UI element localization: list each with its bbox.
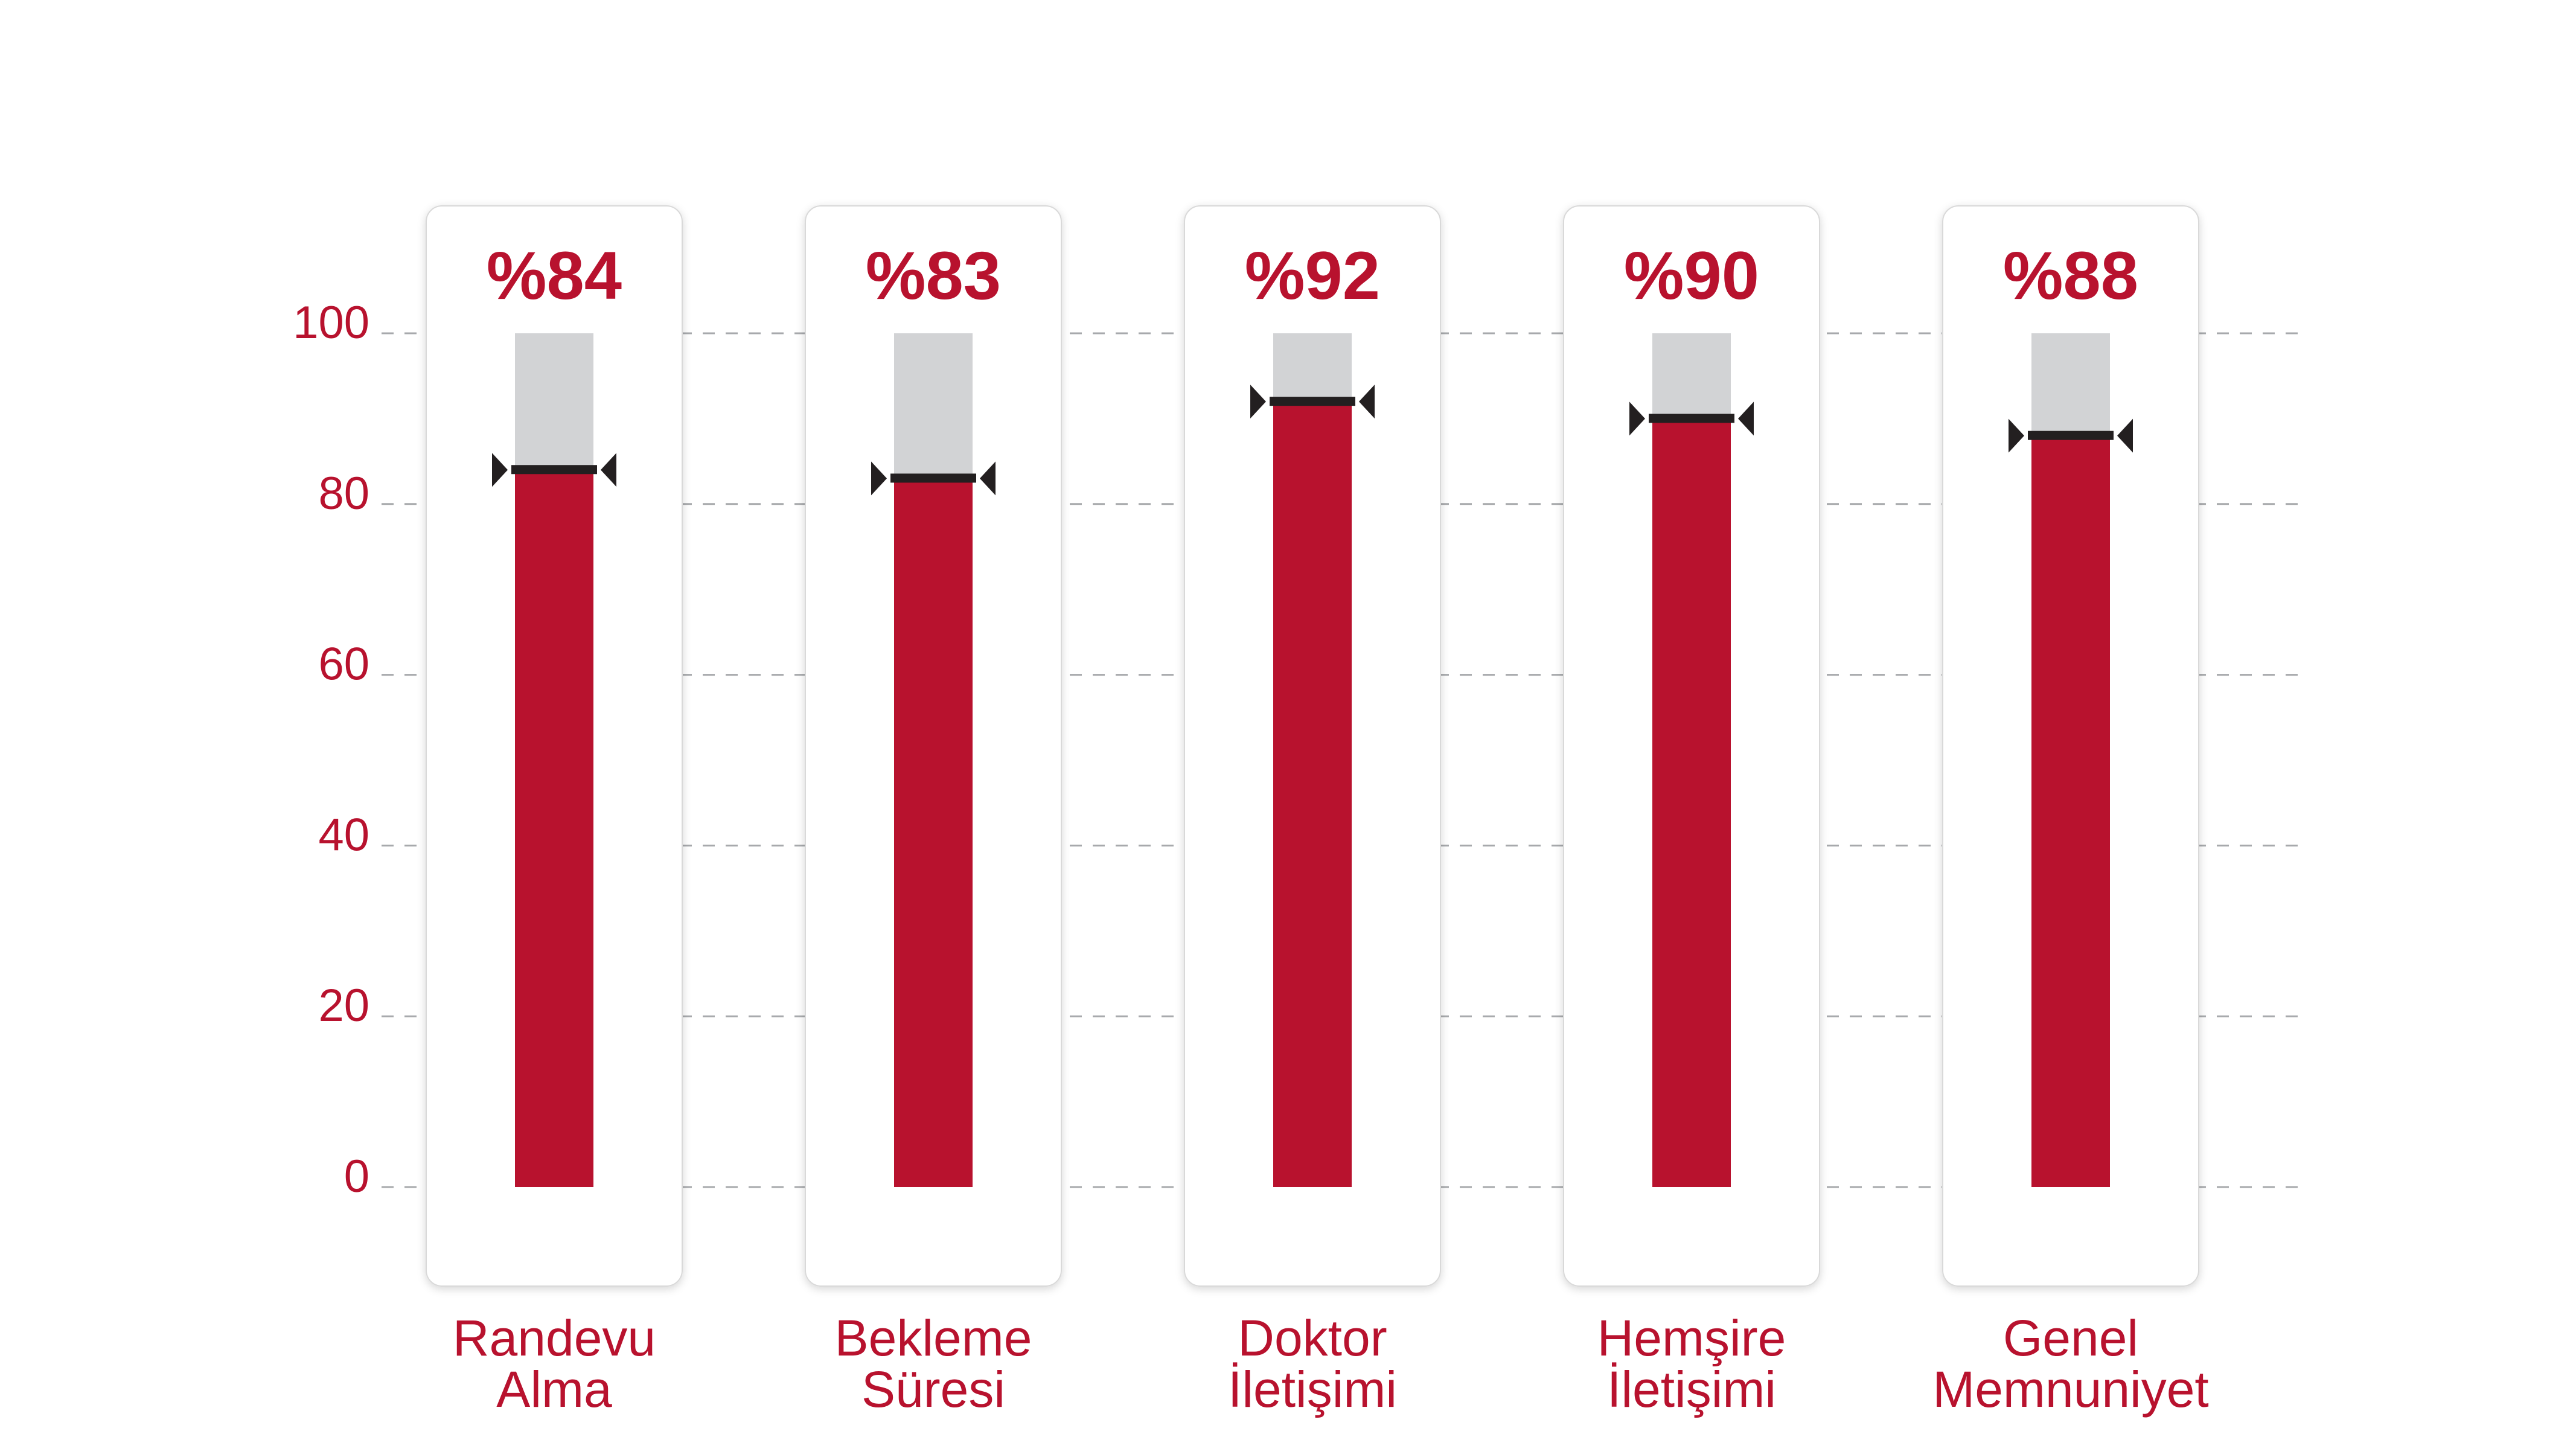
value-marker: [1649, 414, 1734, 423]
value-marker: [1270, 397, 1355, 406]
value-label: %88: [2003, 238, 2138, 313]
y-tick-label-0: 0: [344, 1151, 369, 1202]
y-tick-label-80: 80: [318, 468, 369, 519]
category-label-line-2: Alma: [496, 1361, 612, 1418]
category-label-line-2: Memnuniyet: [1932, 1361, 2209, 1418]
category-label-line-1: Doktor: [1238, 1310, 1387, 1366]
y-tick-label-60: 60: [318, 639, 369, 690]
category-label-line-1: Randevu: [453, 1310, 656, 1366]
category-label-line-1: Hemşire: [1597, 1310, 1786, 1366]
marker-left-triangle: [1629, 402, 1645, 436]
value-label: %84: [487, 238, 622, 313]
marker-left-triangle: [492, 453, 508, 487]
bar-value: [894, 478, 973, 1187]
category-label-line-2: İletişimi: [1228, 1361, 1397, 1418]
marker-right-triangle: [2117, 418, 2133, 453]
value-marker: [890, 473, 976, 483]
marker-right-triangle: [980, 461, 996, 496]
value-label: %90: [1624, 238, 1759, 313]
category-label-line-1: Bekleme: [835, 1310, 1032, 1366]
y-tick-label-20: 20: [318, 980, 369, 1031]
cards: %84RandevuAlma%83BeklemeSüresi%92Doktorİ…: [426, 205, 2209, 1418]
marker-left-triangle: [1250, 385, 1266, 419]
bar-value: [1652, 418, 1731, 1187]
bar-value: [2031, 435, 2110, 1188]
value-marker: [2028, 431, 2114, 440]
value-marker: [511, 465, 597, 475]
y-tick-label-100: 100: [293, 297, 369, 348]
marker-left-triangle: [871, 461, 887, 496]
value-label: %92: [1245, 238, 1380, 313]
marker-right-triangle: [1359, 385, 1375, 419]
y-axis-labels: 0 20 40 60 80 100: [293, 297, 369, 1202]
bar-value: [515, 470, 593, 1187]
category-label-line-2: Süresi: [861, 1361, 1005, 1418]
category-label-line-2: İletişimi: [1607, 1361, 1776, 1418]
bar-value: [1273, 402, 1352, 1187]
value-label: %83: [866, 238, 1001, 313]
category-label-line-1: Genel: [2003, 1310, 2138, 1366]
marker-right-triangle: [601, 453, 616, 487]
marker-right-triangle: [1738, 402, 1754, 436]
marker-left-triangle: [2009, 418, 2024, 453]
y-tick-label-40: 40: [318, 809, 369, 860]
